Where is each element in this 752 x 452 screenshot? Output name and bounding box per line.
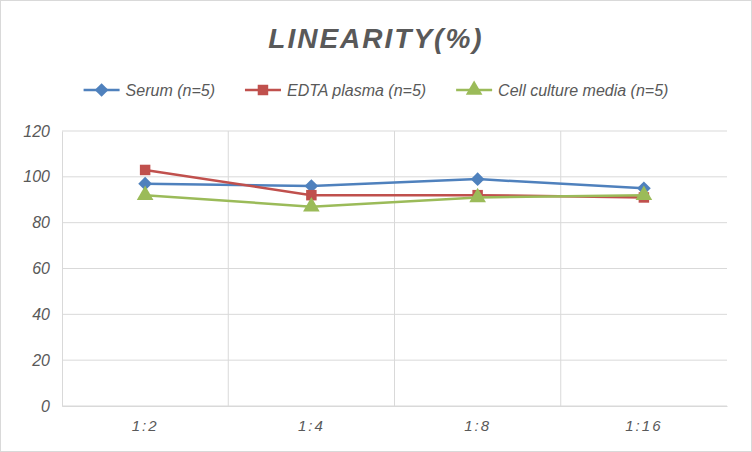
series-marker bbox=[303, 197, 320, 211]
title: LINEARITY(%) bbox=[268, 23, 483, 54]
y-tick: 60 bbox=[32, 260, 62, 277]
x-axis-line bbox=[63, 406, 728, 407]
legend-item: Serum (n=5) bbox=[84, 82, 215, 99]
x-tick-label: 1:8 bbox=[464, 417, 491, 434]
category-divider bbox=[560, 131, 561, 406]
x-tick: 1:2 bbox=[132, 406, 159, 434]
y-tick-label: 20 bbox=[31, 352, 50, 369]
y-tick-label: 40 bbox=[32, 306, 50, 323]
category-dividers bbox=[228, 131, 561, 406]
y-axis: 0 20 40 60 80 100 120 bbox=[23, 123, 62, 415]
series-marker bbox=[471, 172, 485, 186]
chart: LINEARITY(%) 0 20 40 60 80 100 120 1:2 1:4 1:8 1:16… bbox=[0, 0, 752, 452]
category-divider bbox=[228, 131, 229, 406]
legend-label: Serum (n=5) bbox=[126, 82, 215, 99]
y-tick-label: 100 bbox=[23, 168, 50, 185]
series-line bbox=[145, 195, 644, 206]
legend-item: Cell culture media (n=5) bbox=[456, 80, 668, 99]
y-tick: 40 bbox=[32, 306, 62, 323]
x-tick-label: 1:4 bbox=[298, 417, 325, 434]
y-tick: 100 bbox=[23, 168, 62, 185]
y-tick: 0 bbox=[41, 398, 62, 415]
y-tick-label: 0 bbox=[41, 398, 50, 415]
legend-item: EDTA plasma (n=5) bbox=[245, 82, 426, 99]
legend-marker bbox=[466, 80, 483, 94]
category-divider bbox=[394, 131, 395, 406]
y-tick-label: 80 bbox=[32, 214, 50, 231]
series-marker bbox=[140, 165, 150, 175]
y-tick: 20 bbox=[31, 352, 62, 369]
grid bbox=[62, 131, 727, 406]
y-tick-label: 120 bbox=[23, 123, 50, 140]
series-line bbox=[145, 170, 644, 198]
x-tick: 1:4 bbox=[298, 406, 325, 434]
legend: Serum (n=5) EDTA plasma (n=5) Cell culture… bbox=[84, 80, 669, 99]
x-tick-label: 1:2 bbox=[132, 417, 159, 434]
legend-label: Cell culture media (n=5) bbox=[498, 82, 668, 99]
series-marker bbox=[469, 188, 486, 202]
y-tick: 120 bbox=[23, 123, 62, 140]
series-marker bbox=[636, 186, 653, 200]
x-tick: 1:8 bbox=[464, 406, 491, 434]
x-tick-label: 1:16 bbox=[625, 417, 662, 434]
legend-marker bbox=[258, 85, 268, 95]
y-axis-line bbox=[62, 132, 63, 407]
chart-border bbox=[1, 1, 752, 452]
y-tick: 80 bbox=[32, 214, 62, 231]
series-marker bbox=[137, 186, 154, 200]
legend-marker bbox=[95, 83, 109, 97]
y-tick-label: 60 bbox=[32, 260, 50, 277]
plot-area bbox=[137, 165, 652, 212]
legend-label: EDTA plasma (n=5) bbox=[287, 82, 426, 99]
x-axis: 1:2 1:4 1:8 1:16 bbox=[63, 406, 728, 434]
x-tick: 1:16 bbox=[625, 406, 662, 434]
